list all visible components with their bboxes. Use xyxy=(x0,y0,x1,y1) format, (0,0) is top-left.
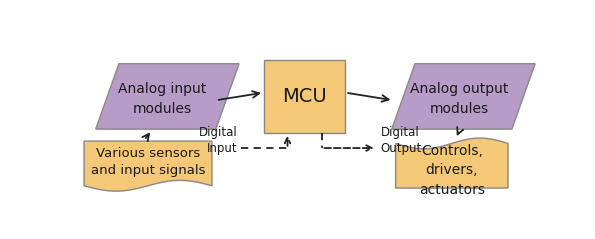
Text: Controls,
drivers,
actuators: Controls, drivers, actuators xyxy=(419,144,485,197)
Text: MCU: MCU xyxy=(282,87,327,106)
Text: Various sensors
and input signals: Various sensors and input signals xyxy=(91,147,205,177)
Polygon shape xyxy=(396,138,508,188)
Text: Analog output
modules: Analog output modules xyxy=(411,82,509,115)
Text: Digital
Input: Digital Input xyxy=(198,126,237,155)
Bar xyxy=(264,60,345,133)
Text: Analog input
modules: Analog input modules xyxy=(118,82,206,115)
Polygon shape xyxy=(84,141,212,191)
Polygon shape xyxy=(96,64,239,129)
Polygon shape xyxy=(392,64,535,129)
Text: Digital
Output: Digital Output xyxy=(380,126,422,155)
